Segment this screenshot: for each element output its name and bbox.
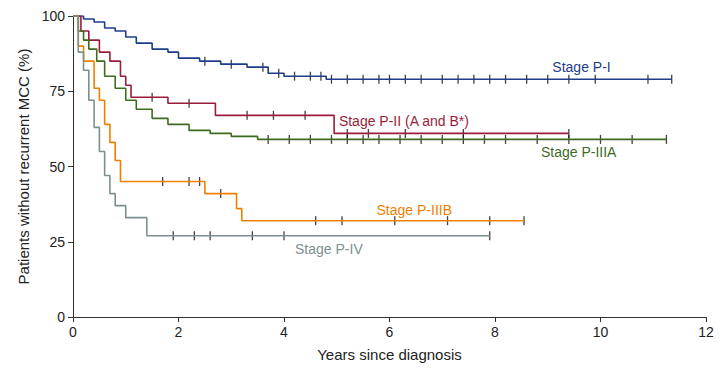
svg-text:12: 12: [698, 324, 714, 340]
svg-text:0: 0: [69, 324, 77, 340]
svg-text:8: 8: [491, 324, 499, 340]
svg-text:Patients without recurrent MCC: Patients without recurrent MCC (%): [15, 49, 32, 285]
svg-text:4: 4: [280, 324, 288, 340]
svg-text:Stage P-I: Stage P-I: [552, 59, 610, 75]
svg-text:0: 0: [57, 309, 65, 325]
svg-text:50: 50: [49, 159, 65, 175]
svg-text:100: 100: [42, 8, 66, 24]
svg-text:10: 10: [593, 324, 609, 340]
svg-text:Years since diagnosis: Years since diagnosis: [317, 346, 462, 363]
svg-text:25: 25: [49, 234, 65, 250]
svg-text:Stage P-IIIB: Stage P-IIIB: [377, 202, 452, 218]
svg-text:2: 2: [175, 324, 183, 340]
svg-text:Stage P-IV: Stage P-IV: [295, 241, 363, 257]
svg-text:6: 6: [386, 324, 394, 340]
svg-text:75: 75: [49, 83, 65, 99]
svg-text:Stage P-IIIA: Stage P-IIIA: [541, 144, 617, 160]
svg-text:Stage P-II (A and B*): Stage P-II (A and B*): [339, 113, 469, 129]
